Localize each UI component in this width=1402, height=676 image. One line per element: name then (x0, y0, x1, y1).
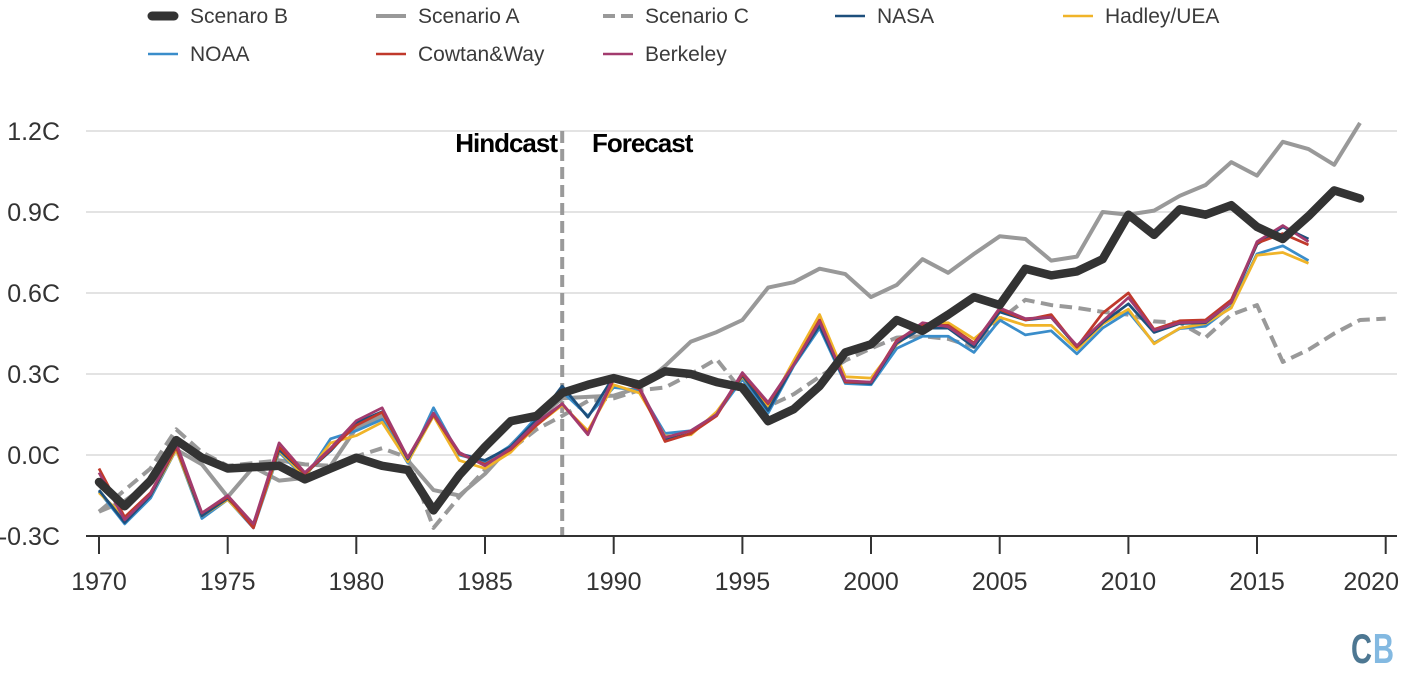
svg-text:1995: 1995 (715, 568, 771, 596)
svg-text:2010: 2010 (1101, 568, 1157, 596)
svg-text:2005: 2005 (972, 568, 1028, 596)
svg-text:NASA: NASA (877, 5, 934, 28)
svg-text:1980: 1980 (328, 568, 384, 596)
svg-text:Forecast: Forecast (592, 128, 694, 158)
svg-text:1.2C: 1.2C (7, 118, 60, 146)
svg-text:2015: 2015 (1229, 568, 1285, 596)
svg-text:0.3C: 0.3C (7, 361, 60, 389)
svg-text:0.6C: 0.6C (7, 280, 60, 308)
svg-text:-0.3C: -0.3C (0, 523, 60, 551)
svg-text:NOAA: NOAA (190, 43, 250, 66)
svg-text:B: B (1373, 625, 1394, 671)
svg-text:1990: 1990 (586, 568, 642, 596)
svg-text:Scenaro B: Scenaro B (190, 5, 288, 28)
svg-text:C: C (1351, 625, 1372, 671)
svg-text:1970: 1970 (71, 568, 127, 596)
svg-text:Scenario A: Scenario A (418, 5, 520, 28)
svg-text:Cowtan&Way: Cowtan&Way (418, 43, 545, 66)
svg-text:2020: 2020 (1343, 568, 1399, 596)
svg-text:2000: 2000 (843, 568, 899, 596)
svg-text:1985: 1985 (457, 568, 513, 596)
svg-text:Hindcast: Hindcast (455, 128, 558, 158)
svg-text:Berkeley: Berkeley (645, 43, 727, 66)
svg-text:Scenario C: Scenario C (645, 5, 749, 28)
svg-text:1975: 1975 (200, 568, 256, 596)
svg-text:Hadley/UEA: Hadley/UEA (1105, 5, 1219, 28)
svg-text:0.0C: 0.0C (7, 442, 60, 470)
svg-text:0.9C: 0.9C (7, 199, 60, 227)
